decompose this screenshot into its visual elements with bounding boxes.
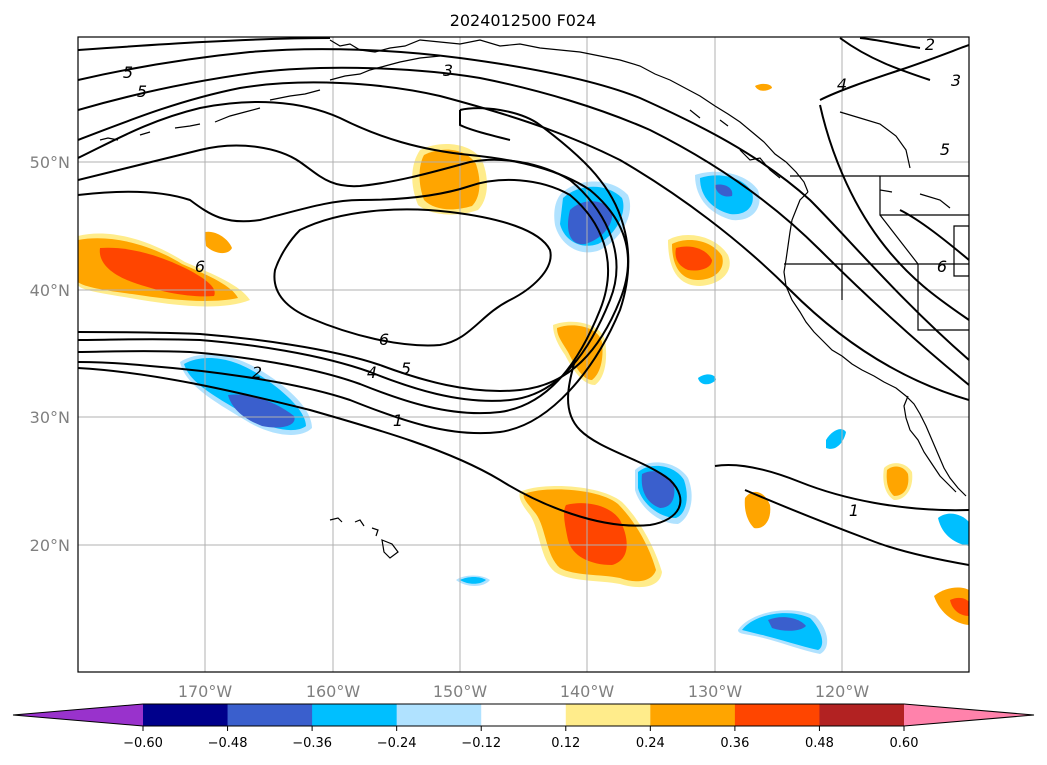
colorbar-segment	[312, 704, 398, 726]
map-area: 5 5 3 2 3 4 5 6 6 6 5 4 2 1 1	[78, 35, 969, 672]
colorbar-segment	[734, 704, 820, 726]
anomaly-negative-small	[698, 374, 716, 385]
colorbar-tick-label: −0.48	[208, 736, 248, 751]
contour-label: 5	[401, 359, 411, 378]
contour-label: 5	[940, 140, 950, 159]
contour-label-group: 5 5 3 2 3 4 5 6 6 6 5 4 2 1 1	[123, 35, 961, 520]
anomaly-negative-124w	[768, 617, 806, 631]
contour-label: 6	[195, 257, 205, 276]
colorbar-segment	[819, 704, 905, 726]
anomaly-positive-southeast	[934, 587, 969, 625]
colorbar-tick-label: −0.12	[461, 736, 501, 751]
colorbar-tick-label: −0.36	[292, 736, 332, 751]
anomaly-negative-124w	[742, 613, 823, 650]
colorbar-tick-label: 0.36	[720, 736, 749, 751]
contour-label: 5	[123, 63, 133, 82]
anomaly-positive-small	[205, 231, 232, 254]
coastlines	[99, 39, 969, 559]
latitude-axis: 50°N 40°N 30°N 20°N	[30, 153, 70, 555]
longitude-label: 170°W	[178, 682, 233, 701]
colorbar-extend-min	[13, 704, 143, 726]
contour-label: 1	[393, 411, 403, 430]
colorbar: −0.60 −0.48 −0.36 −0.24 −0.12 0.12 0.24 0.36 0.4…	[12, 703, 1035, 751]
colorbar-tick-label: 0.60	[890, 736, 919, 751]
colorbar-segment	[143, 704, 229, 726]
anomaly-negative-130w	[715, 184, 733, 197]
longitude-label: 130°W	[688, 682, 743, 701]
latitude-label: 20°N	[30, 536, 70, 555]
anomaly-positive-150w	[419, 149, 480, 210]
contour-label: 2	[252, 363, 262, 382]
contour-label: 6	[379, 330, 389, 349]
anomaly-positive-140w-south	[564, 503, 627, 565]
anomaly-positive-west	[99, 247, 215, 297]
colorbar-segment	[396, 704, 482, 726]
anomaly-positive-126w	[744, 491, 771, 529]
colorbar-segment	[565, 704, 651, 726]
longitude-label: 150°W	[433, 682, 488, 701]
longitude-axis: 170°W 160°W 150°W 140°W 130°W 120°W	[178, 682, 870, 701]
anomaly-positive-117w	[886, 466, 909, 496]
colorbar-tick-label: −0.24	[377, 736, 417, 751]
anomaly-positive-133w	[675, 246, 712, 271]
contour-label: 4	[837, 75, 847, 94]
contour-label: 5	[137, 82, 147, 101]
anomaly-positive-small-ne	[755, 83, 772, 91]
contour-label: 3	[951, 71, 961, 90]
colorbar-tick-label: 0.12	[551, 736, 580, 751]
anomaly-negative-136w	[641, 471, 675, 508]
map-frame	[77, 36, 970, 673]
map-title: 2024012500 F024	[450, 11, 597, 30]
contour-label: 4	[367, 363, 377, 382]
longitude-label: 140°W	[560, 682, 615, 701]
anomaly-positive-southeast	[950, 597, 969, 616]
longitude-label: 160°W	[306, 682, 361, 701]
longitude-label: 120°W	[815, 682, 870, 701]
anomaly-negative-southwest	[228, 394, 295, 428]
anomaly-negative-southeast	[938, 513, 969, 546]
latitude-label: 50°N	[30, 153, 70, 172]
anomaly-negative-148w	[460, 577, 486, 584]
anomaly-negative-small	[826, 429, 846, 449]
colorbar-segment	[227, 704, 313, 726]
shaded-anomalies	[78, 83, 969, 654]
latitude-label: 40°N	[30, 281, 70, 300]
contour-label: 6	[937, 257, 947, 276]
colorbar-tick-label: 0.24	[636, 736, 665, 751]
height-contours	[78, 37, 969, 566]
colorbar-tick-label: −0.60	[123, 736, 163, 751]
graticule	[78, 37, 969, 672]
colorbar-segment	[481, 704, 567, 726]
contour-label: 3	[443, 61, 453, 80]
contour-label: 2	[925, 35, 935, 54]
colorbar-segment	[650, 704, 736, 726]
latitude-label: 30°N	[30, 408, 70, 427]
colorbar-tick-label: 0.48	[805, 736, 834, 751]
colorbar-extend-max	[904, 704, 1034, 726]
contour-label: 1	[849, 501, 859, 520]
